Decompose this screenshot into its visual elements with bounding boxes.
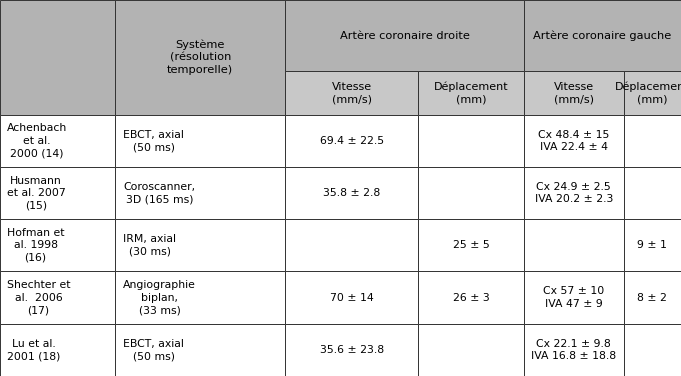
Text: Husmann
et al. 2007
(15): Husmann et al. 2007 (15) xyxy=(7,176,65,211)
Bar xyxy=(285,115,418,167)
Text: Cx 22.1 ± 9.8
IVA 16.8 ± 18.8: Cx 22.1 ± 9.8 IVA 16.8 ± 18.8 xyxy=(531,339,616,361)
Text: Cx 57 ± 10
IVA 47 ± 9: Cx 57 ± 10 IVA 47 ± 9 xyxy=(543,287,604,309)
Text: 35.6 ± 23.8: 35.6 ± 23.8 xyxy=(319,345,384,355)
Bar xyxy=(115,219,285,271)
Bar xyxy=(418,115,524,167)
Bar xyxy=(285,271,418,324)
Bar xyxy=(524,0,681,71)
Text: EBCT, axial
(50 ms): EBCT, axial (50 ms) xyxy=(123,130,184,152)
Text: Coroscanner,
3D (165 ms): Coroscanner, 3D (165 ms) xyxy=(123,182,195,204)
Bar xyxy=(524,115,624,167)
Bar xyxy=(115,324,285,376)
Text: Cx 24.9 ± 2.5
IVA 20.2 ± 2.3: Cx 24.9 ± 2.5 IVA 20.2 ± 2.3 xyxy=(535,182,613,204)
Bar xyxy=(624,71,681,115)
Bar xyxy=(624,271,681,324)
Text: 26 ± 3: 26 ± 3 xyxy=(453,293,489,303)
Text: Déplacement
(mm): Déplacement (mm) xyxy=(615,82,681,105)
Bar xyxy=(524,71,624,115)
Bar xyxy=(524,167,624,219)
Text: 8 ± 2: 8 ± 2 xyxy=(637,293,667,303)
Text: 9 ± 1: 9 ± 1 xyxy=(637,240,667,250)
Text: Artère coronaire droite: Artère coronaire droite xyxy=(340,31,469,41)
Bar xyxy=(0,271,115,324)
Text: Vitesse
(mm/s): Vitesse (mm/s) xyxy=(554,82,594,104)
Text: Hofman et
al. 1998
(16): Hofman et al. 1998 (16) xyxy=(7,228,64,263)
Bar xyxy=(115,115,285,167)
Text: EBCT, axial
(50 ms): EBCT, axial (50 ms) xyxy=(123,339,184,361)
Text: Artère coronaire gauche: Artère coronaire gauche xyxy=(533,30,671,41)
Bar xyxy=(0,167,115,219)
Text: Shechter et
al.  2006
(17): Shechter et al. 2006 (17) xyxy=(7,280,70,315)
Text: Angiographie
biplan,
(33 ms): Angiographie biplan, (33 ms) xyxy=(123,280,196,315)
Text: 69.4 ± 22.5: 69.4 ± 22.5 xyxy=(319,136,384,146)
Bar xyxy=(524,219,624,271)
Bar xyxy=(0,115,115,167)
Bar xyxy=(115,167,285,219)
Bar xyxy=(285,71,418,115)
Bar xyxy=(285,167,418,219)
Bar xyxy=(115,0,285,115)
Bar xyxy=(624,219,681,271)
Bar xyxy=(418,271,524,324)
Bar xyxy=(418,167,524,219)
Bar xyxy=(285,0,524,71)
Text: Cx 48.4 ± 15
IVA 22.4 ± 4: Cx 48.4 ± 15 IVA 22.4 ± 4 xyxy=(538,130,609,152)
Text: Vitesse
(mm/s): Vitesse (mm/s) xyxy=(332,82,372,104)
Bar xyxy=(418,71,524,115)
Bar xyxy=(0,219,115,271)
Bar xyxy=(624,324,681,376)
Bar xyxy=(418,219,524,271)
Text: Lu et al.
2001 (18): Lu et al. 2001 (18) xyxy=(7,339,60,361)
Bar xyxy=(524,271,624,324)
Text: 35.8 ± 2.8: 35.8 ± 2.8 xyxy=(323,188,381,198)
Text: IRM, axial
(30 ms): IRM, axial (30 ms) xyxy=(123,234,176,256)
Bar xyxy=(115,271,285,324)
Bar xyxy=(0,0,115,115)
Bar xyxy=(524,324,624,376)
Bar xyxy=(0,324,115,376)
Bar xyxy=(624,115,681,167)
Text: 70 ± 14: 70 ± 14 xyxy=(330,293,374,303)
Text: 25 ± 5: 25 ± 5 xyxy=(453,240,489,250)
Bar xyxy=(285,324,418,376)
Bar xyxy=(418,324,524,376)
Bar xyxy=(285,219,418,271)
Text: Système
(résolution
temporelle): Système (résolution temporelle) xyxy=(167,40,234,75)
Text: Déplacement
(mm): Déplacement (mm) xyxy=(434,82,508,105)
Bar xyxy=(624,167,681,219)
Text: Achenbach
et al.
2000 (14): Achenbach et al. 2000 (14) xyxy=(7,123,67,158)
